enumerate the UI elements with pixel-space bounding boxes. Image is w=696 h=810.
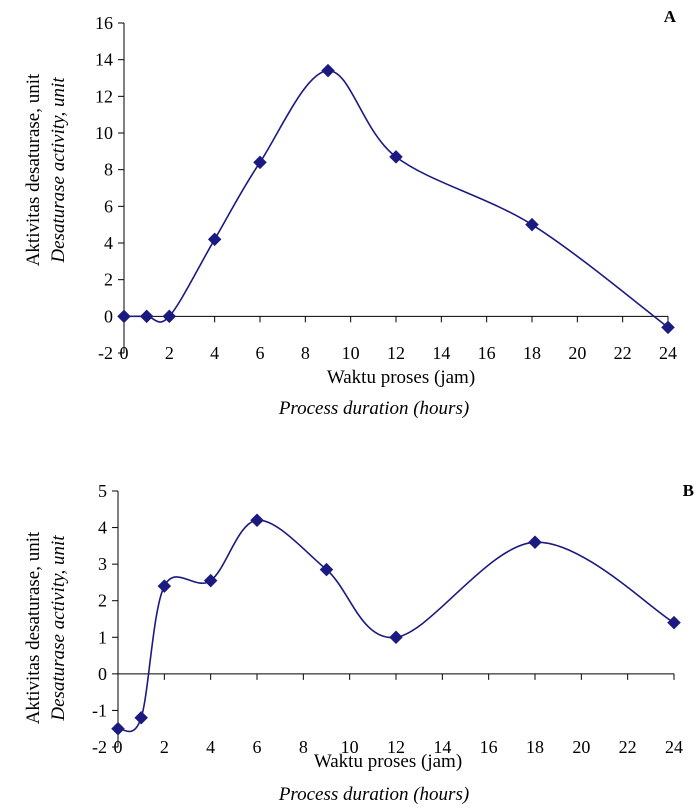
panel-b-axes — [112, 490, 675, 748]
y-tick-label: -2 — [98, 343, 113, 363]
x-tick-label: 24 — [659, 343, 677, 363]
y-tick-label: 3 — [98, 554, 107, 574]
panel-a-y-axis-label: Aktivitas desaturase, unit — [23, 73, 44, 266]
data-point-marker — [389, 630, 403, 645]
y-tick-label: -2 — [92, 737, 107, 757]
data-point-marker — [667, 615, 681, 630]
y-tick-label: -1 — [92, 700, 107, 720]
panel-a-y-axis-label-en: Desaturase activity, unit — [48, 77, 69, 264]
panel-b-label: B — [683, 481, 694, 500]
data-point-marker — [162, 309, 177, 324]
panel-b-x-axis-label: Waktu proses (jam) — [314, 751, 462, 772]
x-tick-label: 0 — [120, 343, 129, 363]
data-point-marker — [157, 579, 172, 593]
panel-a-markers — [117, 63, 675, 335]
panel-a-series-line — [124, 69, 669, 328]
data-point-marker — [134, 710, 149, 725]
data-point-marker — [253, 155, 267, 170]
data-point-marker — [203, 573, 218, 588]
x-tick-label: 24 — [665, 737, 683, 757]
data-point-marker — [139, 309, 154, 324]
x-tick-label: 20 — [568, 343, 586, 363]
panel-b-y-axis-label: Aktivitas desaturase, unit — [23, 531, 44, 724]
y-tick-label: 10 — [95, 123, 113, 143]
panel-b-series-line — [117, 519, 675, 733]
x-tick-label: 4 — [206, 737, 215, 757]
panel-a-label: A — [664, 7, 677, 26]
x-tick-label: 8 — [301, 343, 310, 363]
data-point-marker — [111, 721, 125, 736]
x-tick-label: 22 — [619, 737, 637, 757]
x-tick-label: 2 — [165, 343, 174, 363]
x-tick-label: 4 — [210, 343, 219, 363]
y-tick-label: 4 — [98, 518, 107, 538]
x-tick-label: 16 — [480, 737, 498, 757]
x-tick-label: 6 — [253, 737, 262, 757]
y-tick-label: 6 — [104, 196, 113, 216]
x-tick-label: 6 — [256, 343, 265, 363]
y-tick-label: 0 — [98, 664, 107, 684]
data-point-marker — [321, 63, 335, 78]
x-tick-label: 2 — [160, 737, 169, 757]
x-tick-label: 8 — [299, 737, 308, 757]
x-tick-label: 16 — [478, 343, 496, 363]
data-point-marker — [207, 232, 222, 247]
data-point-marker — [117, 309, 131, 324]
panel-b-x-axis-label-en: Process duration (hours) — [278, 784, 469, 805]
panel-b-y-tick-labels: -2 -1 0 1 2 3 4 5 — [92, 481, 107, 757]
x-tick-label: 18 — [523, 343, 541, 363]
y-tick-label: 5 — [98, 481, 107, 501]
x-tick-label: 0 — [114, 737, 123, 757]
data-point-marker — [525, 217, 539, 232]
x-tick-label: 12 — [387, 343, 405, 363]
data-point-marker — [319, 562, 334, 577]
panel-b-x-tick-labels: 0 2 4 6 8 10 12 14 16 18 20 22 24 — [114, 737, 684, 757]
x-tick-label: 10 — [341, 737, 359, 757]
y-tick-label: 12 — [95, 86, 113, 106]
panel-a-axes — [118, 22, 669, 354]
x-tick-label: 18 — [526, 737, 544, 757]
data-point-marker — [250, 513, 264, 528]
panel-b-markers — [111, 513, 681, 736]
panel-a-y-tick-labels: -2 0 2 4 6 8 10 12 14 16 — [95, 13, 113, 363]
data-point-marker — [389, 149, 403, 164]
panel-a-x-axis-label: Waktu proses (jam) — [327, 367, 475, 388]
y-tick-label: 0 — [104, 306, 113, 326]
y-tick-label: 4 — [104, 233, 113, 253]
x-tick-label: 20 — [572, 737, 590, 757]
y-tick-label: 8 — [104, 160, 113, 180]
panel-a-x-tick-labels: 0 2 4 6 8 10 12 14 16 18 20 22 24 — [120, 343, 678, 363]
data-point-marker — [661, 320, 675, 335]
x-tick-label: 22 — [614, 343, 632, 363]
y-tick-label: 2 — [98, 591, 107, 611]
data-point-marker — [528, 535, 542, 550]
x-tick-label: 14 — [432, 343, 450, 363]
x-tick-label: 10 — [342, 343, 360, 363]
y-tick-label: 16 — [95, 13, 113, 33]
y-tick-label: 1 — [98, 627, 107, 647]
y-tick-label: 14 — [95, 50, 113, 70]
y-tick-label: 2 — [104, 270, 113, 290]
panel-a-x-axis-label-en: Process duration (hours) — [278, 398, 469, 419]
x-tick-label: 14 — [433, 737, 451, 757]
panel-b-y-axis-label-en: Desaturase activity, unit — [48, 535, 69, 722]
x-tick-label: 12 — [387, 737, 405, 757]
